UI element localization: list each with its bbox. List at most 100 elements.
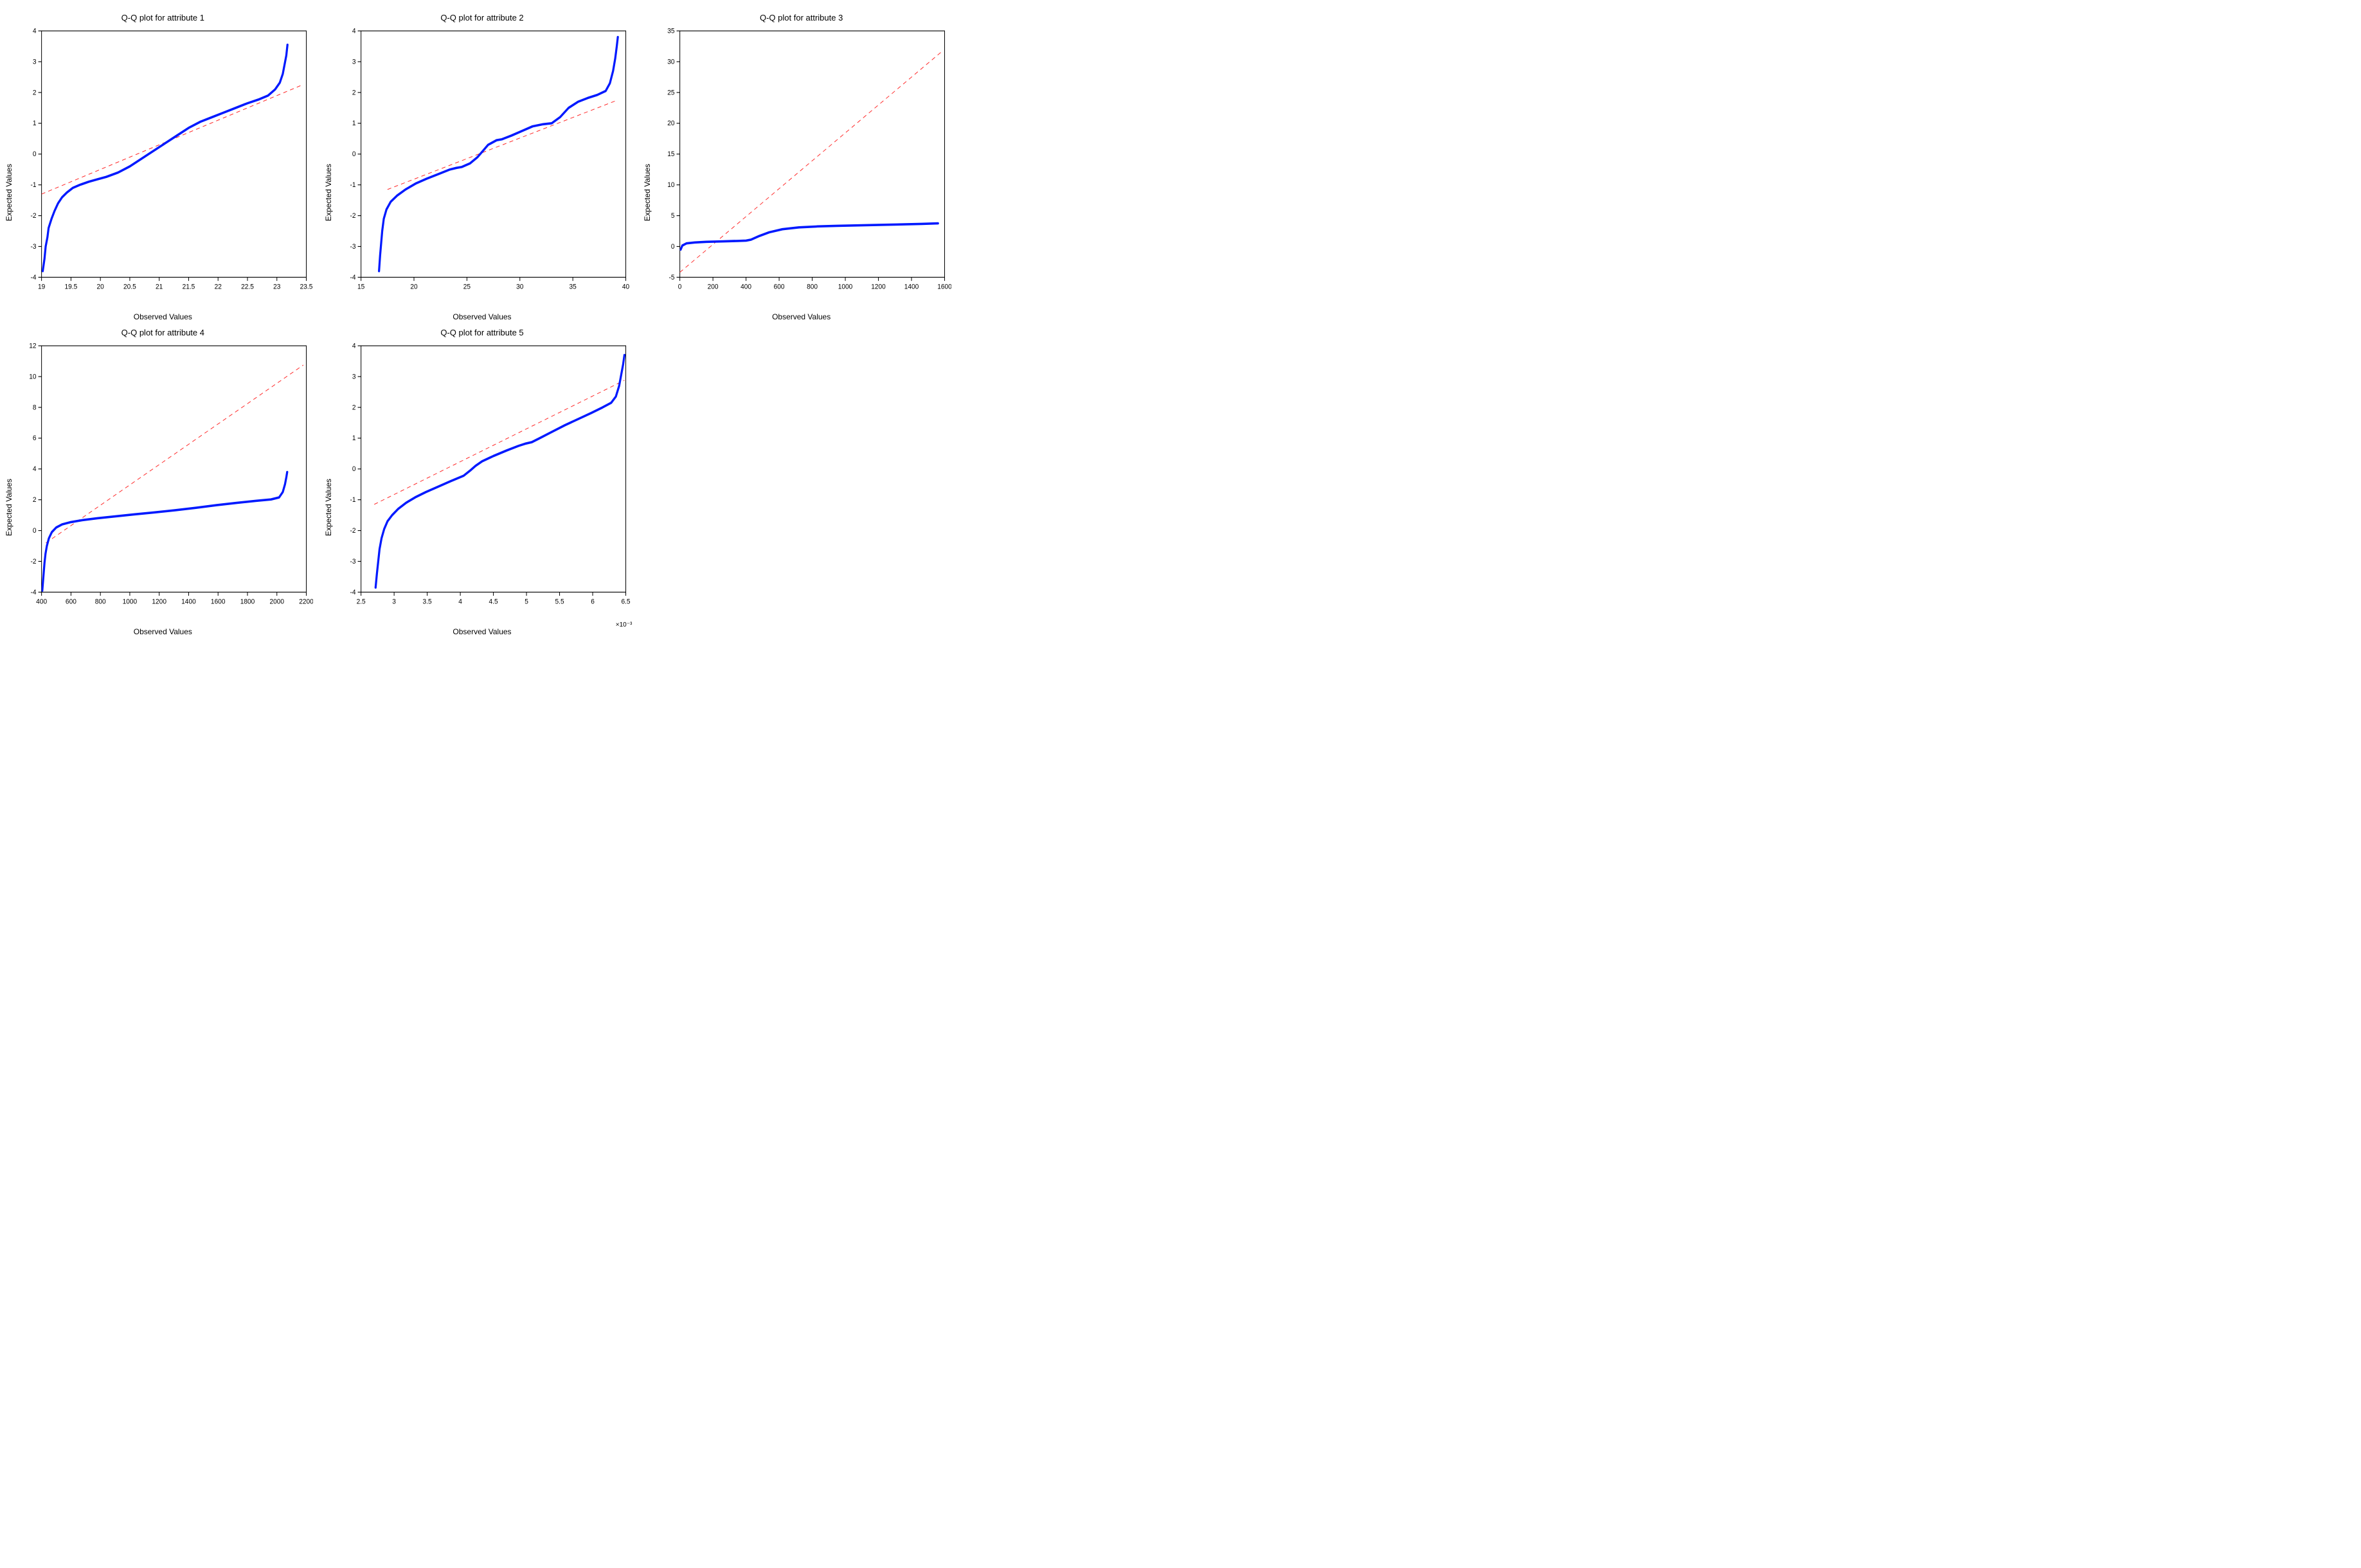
qq-chart: 152025303540-4-3-2-101234	[332, 25, 633, 302]
svg-text:19: 19	[38, 283, 45, 291]
x-axis-label: Observed Values	[134, 312, 192, 321]
svg-text:25: 25	[463, 283, 470, 291]
svg-text:20: 20	[410, 283, 417, 291]
chart-grid: Q-Q plot for attribute 1 Expected Values…	[13, 13, 951, 617]
plot-area: Expected Values Observed Values 02004006…	[651, 25, 951, 302]
svg-text:2: 2	[33, 89, 37, 97]
svg-text:0: 0	[671, 242, 675, 251]
svg-text:0: 0	[352, 465, 356, 474]
svg-text:-4: -4	[31, 588, 37, 596]
svg-text:-2: -2	[31, 557, 37, 566]
qq-chart: 02004006008001000120014001600-5051015202…	[651, 25, 951, 302]
panel-attr4: Q-Q plot for attribute 4 Expected Values…	[13, 328, 313, 617]
svg-text:1200: 1200	[872, 283, 886, 291]
svg-text:600: 600	[66, 598, 76, 606]
panel-attr2: Q-Q plot for attribute 2 Expected Values…	[332, 13, 633, 302]
y-axis-label: Expected Values	[324, 164, 333, 221]
svg-text:1: 1	[352, 434, 356, 443]
svg-text:-3: -3	[350, 557, 355, 566]
svg-text:6.5: 6.5	[621, 598, 630, 606]
svg-text:19.5: 19.5	[65, 283, 78, 291]
qq-chart: 1919.52020.52121.52222.52323.5-4-3-2-101…	[13, 25, 313, 302]
svg-text:-4: -4	[31, 273, 37, 281]
svg-text:400: 400	[36, 598, 47, 606]
svg-text:-2: -2	[350, 527, 355, 535]
plot-area: Expected Values Observed Values 1919.520…	[13, 25, 313, 302]
svg-text:20: 20	[97, 283, 104, 291]
svg-text:1000: 1000	[838, 283, 853, 291]
chart-title: Q-Q plot for attribute 5	[440, 328, 523, 337]
svg-text:4: 4	[352, 342, 356, 350]
svg-text:5: 5	[525, 598, 528, 606]
svg-text:1400: 1400	[904, 283, 919, 291]
svg-text:15: 15	[668, 150, 675, 159]
svg-text:2: 2	[33, 496, 37, 504]
svg-text:-1: -1	[31, 181, 37, 190]
svg-text:10: 10	[668, 181, 675, 190]
svg-text:1800: 1800	[240, 598, 255, 606]
svg-text:20: 20	[668, 120, 675, 128]
svg-text:2200: 2200	[299, 598, 312, 606]
svg-text:800: 800	[95, 598, 106, 606]
svg-text:5: 5	[671, 212, 675, 220]
svg-text:3: 3	[33, 58, 37, 66]
svg-text:3.5: 3.5	[422, 598, 431, 606]
svg-text:-2: -2	[350, 212, 355, 220]
svg-text:-4: -4	[350, 273, 355, 281]
y-axis-label: Expected Values	[643, 164, 652, 221]
svg-text:-3: -3	[350, 242, 355, 251]
y-axis-label: Expected Values	[4, 164, 13, 221]
svg-text:1400: 1400	[181, 598, 196, 606]
x-axis-label: Observed Values	[453, 627, 511, 636]
svg-text:4.5: 4.5	[489, 598, 498, 606]
svg-text:15: 15	[357, 283, 364, 291]
svg-text:5.5: 5.5	[555, 598, 564, 606]
svg-text:0: 0	[33, 527, 37, 535]
svg-text:1: 1	[352, 120, 356, 128]
x-axis-label: Observed Values	[134, 627, 192, 636]
svg-text:-1: -1	[350, 181, 355, 190]
svg-text:1200: 1200	[152, 598, 166, 606]
panel-attr1: Q-Q plot for attribute 1 Expected Values…	[13, 13, 313, 302]
svg-text:-2: -2	[31, 212, 37, 220]
svg-text:21.5: 21.5	[183, 283, 195, 291]
svg-text:4: 4	[352, 27, 356, 35]
svg-text:8: 8	[33, 404, 37, 412]
svg-text:25: 25	[668, 89, 675, 97]
y-axis-label: Expected Values	[324, 479, 333, 536]
svg-text:0: 0	[352, 150, 356, 159]
svg-text:3: 3	[352, 373, 356, 381]
svg-text:-4: -4	[350, 588, 355, 596]
x-axis-exponent: ×10⁻³	[616, 621, 633, 628]
svg-text:1600: 1600	[211, 598, 226, 606]
svg-text:23.5: 23.5	[300, 283, 313, 291]
svg-text:30: 30	[516, 283, 523, 291]
svg-text:0: 0	[33, 150, 37, 159]
svg-text:22.5: 22.5	[241, 283, 254, 291]
x-axis-label: Observed Values	[772, 312, 830, 321]
svg-text:35: 35	[668, 27, 675, 35]
svg-text:22: 22	[215, 283, 222, 291]
chart-title: Q-Q plot for attribute 2	[440, 13, 523, 22]
svg-text:1000: 1000	[123, 598, 138, 606]
svg-text:3: 3	[392, 598, 396, 606]
svg-text:2000: 2000	[269, 598, 284, 606]
plot-area: Expected Values Observed Values 40060080…	[13, 340, 313, 617]
svg-text:4: 4	[33, 27, 37, 35]
svg-text:12: 12	[29, 342, 36, 350]
svg-text:-3: -3	[31, 242, 37, 251]
svg-text:800: 800	[807, 283, 818, 291]
y-axis-label: Expected Values	[4, 479, 13, 536]
panel-empty	[651, 328, 951, 617]
svg-text:40: 40	[622, 283, 629, 291]
svg-text:3: 3	[352, 58, 356, 66]
chart-title: Q-Q plot for attribute 4	[121, 328, 204, 337]
chart-title: Q-Q plot for attribute 3	[760, 13, 843, 22]
svg-text:1: 1	[33, 120, 37, 128]
qq-chart: 2.533.544.555.566.5-4-3-2-101234	[332, 340, 633, 617]
svg-text:0: 0	[678, 283, 682, 291]
svg-text:30: 30	[668, 58, 675, 66]
svg-text:20.5: 20.5	[123, 283, 136, 291]
plot-area: Expected Values Observed Values 15202530…	[332, 25, 633, 302]
svg-text:-1: -1	[350, 496, 355, 504]
